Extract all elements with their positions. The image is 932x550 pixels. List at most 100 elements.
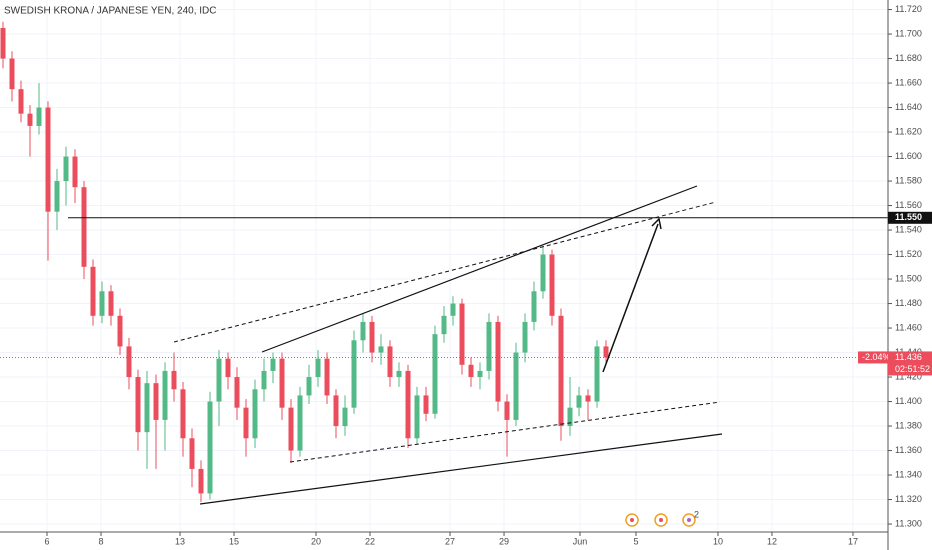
candle-body xyxy=(315,358,321,378)
candle-body xyxy=(432,334,438,414)
channel-top-dashed xyxy=(173,201,717,343)
y-tick-label: 11.380 xyxy=(895,420,922,430)
candle-body xyxy=(486,321,492,371)
candle-body xyxy=(405,370,411,439)
candle-body xyxy=(369,321,375,353)
price-tag xyxy=(888,351,932,376)
candle-body xyxy=(108,291,114,316)
candle-body xyxy=(459,303,465,365)
candle-body xyxy=(558,315,564,427)
candle-body xyxy=(216,358,222,402)
candle-body xyxy=(342,407,348,427)
candle-body xyxy=(513,352,519,420)
y-tick-label: 11.480 xyxy=(895,298,922,308)
candle-body xyxy=(198,468,204,494)
x-tick-label: 8 xyxy=(98,536,103,546)
candle-body xyxy=(54,181,60,212)
price-label: 11.436 xyxy=(895,352,922,362)
candle-body xyxy=(207,401,213,494)
countdown: 02:51:52 xyxy=(895,364,930,374)
candle-body xyxy=(225,358,231,378)
candle-body xyxy=(387,346,393,378)
events xyxy=(625,513,696,527)
candle-body xyxy=(0,27,6,59)
event-count: 2 xyxy=(694,509,699,519)
chart-title: SWEDISH KRONA / JAPANESE YEN, 240, IDC xyxy=(4,6,216,17)
candle-body xyxy=(522,321,528,353)
y-tick-label: 11.340 xyxy=(895,469,922,479)
y-tick-label: 11.460 xyxy=(895,322,922,332)
candle-body xyxy=(576,395,582,408)
candle-body xyxy=(72,156,78,188)
candle-body xyxy=(189,438,195,469)
y-tick-label: 11.500 xyxy=(895,273,922,283)
y-tick-label: 11.640 xyxy=(895,102,922,112)
candle-body xyxy=(333,395,339,427)
candle-body xyxy=(504,401,510,420)
drawings xyxy=(173,185,723,505)
y-tick-label: 11.540 xyxy=(895,224,922,234)
y-tick-label: 11.320 xyxy=(895,494,922,504)
x-tick-label: 6 xyxy=(44,536,49,546)
candle-body xyxy=(234,377,240,408)
candle-body xyxy=(153,383,159,420)
candle-body xyxy=(126,346,132,378)
candle-body xyxy=(378,346,384,353)
candle-body xyxy=(81,187,87,267)
y-tick-label: 11.420 xyxy=(895,371,922,381)
candle-body xyxy=(99,291,105,316)
x-tick-label: 5 xyxy=(633,536,638,546)
candle-body xyxy=(585,395,591,402)
candle-body xyxy=(477,370,483,378)
candle-body xyxy=(117,315,123,347)
channel-bottom-dashed xyxy=(289,401,721,463)
plot xyxy=(0,0,888,532)
x-tick-label: 20 xyxy=(311,536,321,546)
y-tick-label: 11.720 xyxy=(895,4,922,14)
y-tick-label: 11.400 xyxy=(895,396,922,406)
x-tick-label: 13 xyxy=(175,536,185,546)
y-tick-label: 11.680 xyxy=(895,53,922,63)
candle-body xyxy=(144,383,150,433)
candle-body xyxy=(297,395,303,451)
candle-body xyxy=(603,346,609,358)
candle-body xyxy=(414,395,420,439)
candle-body xyxy=(441,315,447,335)
candle-body xyxy=(261,370,267,390)
candle-body xyxy=(36,107,42,126)
event-dot xyxy=(687,518,691,522)
channel-top xyxy=(261,185,698,353)
x-tick-label: 22 xyxy=(365,536,375,546)
candle-body xyxy=(27,113,33,126)
candle-body xyxy=(252,389,258,439)
candle-body xyxy=(360,321,366,341)
candle-body xyxy=(45,107,51,212)
y-tick-label: 11.360 xyxy=(895,445,922,455)
candle-body xyxy=(396,370,402,378)
y-tick-label: 11.520 xyxy=(895,249,922,259)
candle-body xyxy=(567,407,573,427)
x-tick-label: 12 xyxy=(767,536,777,546)
y-tick-label: 11.560 xyxy=(895,200,922,210)
x-tick-label: 29 xyxy=(499,536,509,546)
candle-body xyxy=(180,389,186,439)
event-dot xyxy=(659,518,663,522)
candle-body xyxy=(468,364,474,378)
candle-body xyxy=(243,407,249,439)
y-tick-label: 11.660 xyxy=(895,77,922,87)
candle-body xyxy=(423,395,429,414)
projection-arrow xyxy=(602,223,659,373)
candle-body xyxy=(90,266,96,316)
x-tick-label: 15 xyxy=(229,536,239,546)
candle-body xyxy=(495,321,501,402)
y-tick-label: 11.580 xyxy=(895,175,922,185)
channel-bottom xyxy=(199,433,723,505)
candle-body xyxy=(594,346,600,402)
candle-body xyxy=(288,407,294,451)
candle-body xyxy=(9,58,15,90)
x-tick-label: 17 xyxy=(848,536,858,546)
candle-body xyxy=(18,89,24,114)
x-tick-label: Jun xyxy=(573,536,588,546)
